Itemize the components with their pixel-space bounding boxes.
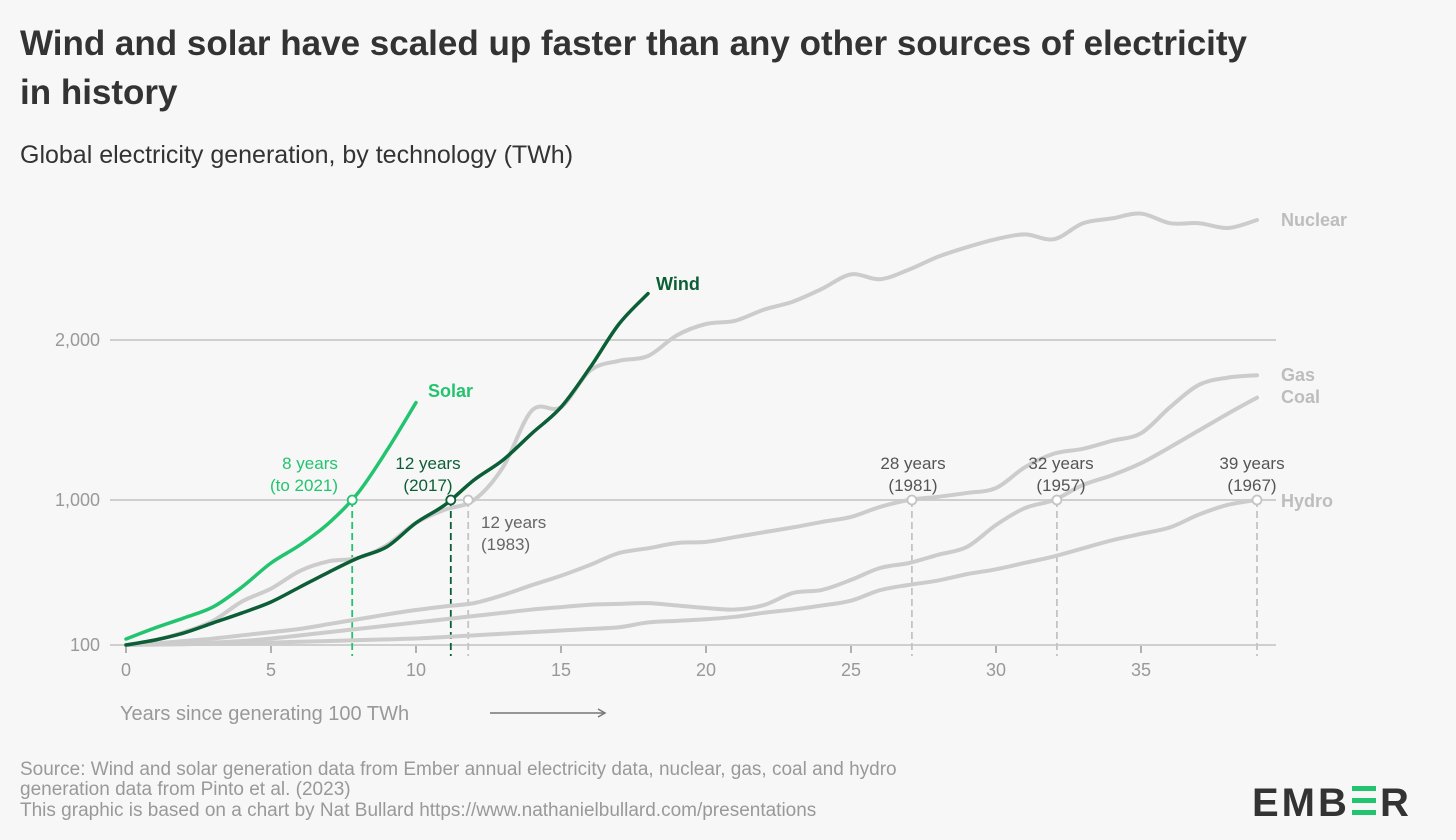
chart-subtitle: Global electricity generation, by techno… [20, 141, 573, 169]
milestone-marker-gas [906, 494, 918, 506]
x-tick-label: 20 [696, 660, 716, 680]
series-line-solar [124, 400, 418, 641]
annotation-hydro-line2: (1967) [1227, 476, 1276, 495]
annotation-nuclear-line1: 12 years [481, 513, 546, 532]
x-tick-label: 5 [266, 660, 276, 680]
svg-text:R: R [1380, 781, 1412, 825]
series-label-coal: Coal [1281, 387, 1320, 407]
x-tick-label: 35 [1131, 660, 1151, 680]
series-lines [124, 211, 1259, 647]
annotation-nuclear-line2: (1983) [481, 535, 530, 554]
annotation-coal-line2: (1957) [1036, 476, 1085, 495]
series-label-solar: Solar [428, 381, 473, 401]
annotation-labels: 8 years (to 2021) 12 years (2017) 12 yea… [270, 454, 1285, 554]
x-axis-label: Years since generating 100 TWh [120, 703, 409, 725]
series-label-wind: Wind [656, 274, 700, 294]
x-tick-label: 25 [841, 660, 861, 680]
milestone-marker-hydro [1251, 494, 1263, 506]
series-line-wind [124, 291, 650, 647]
series-line-nuclear [124, 211, 1259, 647]
source-line3: This graphic is based on a chart by Nat … [20, 800, 816, 821]
x-tick-label: 10 [406, 660, 426, 680]
y-tick-label: 100 [70, 635, 100, 655]
x-axis-arrow-icon [490, 708, 607, 718]
annotation-markers [346, 494, 1263, 506]
ember-logo-text: EMB [1252, 781, 1350, 825]
annotation-wind-line2: (2017) [403, 476, 452, 495]
annotation-drop-lines [351, 500, 1258, 656]
series-line-gas [124, 373, 1259, 647]
annotation-gas-line2: (1981) [888, 476, 937, 495]
x-tick-label: 30 [986, 660, 1006, 680]
series-labels: Nuclear Gas Coal Hydro Solar Wind [428, 210, 1347, 511]
series-label-hydro: Hydro [1281, 491, 1333, 511]
annotation-solar-line2: (to 2021) [270, 476, 338, 495]
annotation-gas-line1: 28 years [880, 454, 945, 473]
x-tick-label: 15 [551, 660, 571, 680]
annotation-hydro-line1: 39 years [1219, 454, 1284, 473]
chart-title-line2: in history [20, 73, 178, 112]
gridlines [110, 339, 1276, 646]
y-tick-label: 2,000 [55, 330, 100, 350]
annotation-wind-line1: 12 years [395, 454, 460, 473]
milestone-marker-coal [1051, 494, 1063, 506]
series-line-hydro [124, 498, 1259, 647]
annotation-coal-line1: 32 years [1028, 454, 1093, 473]
y-axis-ticks: 100 1,000 2,000 [55, 330, 100, 655]
source-line1: Source: Wind and solar generation data f… [20, 759, 897, 780]
annotation-solar-line1: 8 years [282, 454, 338, 473]
series-line-coal [124, 395, 1259, 647]
y-tick-label: 1,000 [55, 490, 100, 510]
chart-title-line1: Wind and solar have scaled up faster tha… [20, 24, 1248, 63]
ember-logo: EMB R [1252, 781, 1412, 825]
series-label-nuclear: Nuclear [1281, 210, 1347, 230]
x-axis-ticks: 0 5 10 15 20 25 30 35 [121, 646, 1151, 680]
milestone-marker-solar [346, 494, 358, 506]
milestone-marker-wind [445, 494, 457, 506]
source-line2: generation data from Pinto et al. (2023) [20, 779, 351, 800]
series-label-gas: Gas [1281, 365, 1315, 385]
x-tick-label: 0 [121, 660, 131, 680]
milestone-marker-nuclear [462, 494, 474, 506]
